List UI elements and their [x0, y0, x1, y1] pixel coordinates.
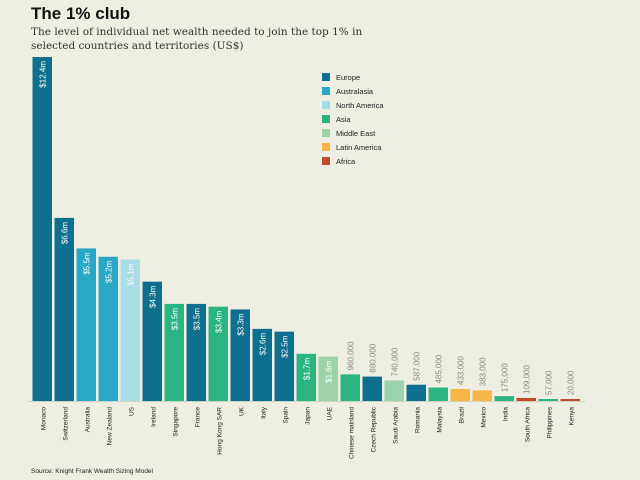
category-label: India: [502, 407, 509, 421]
legend-swatch: [322, 129, 330, 137]
data-label: $3.3m: [236, 313, 245, 336]
data-label: 109,000: [522, 365, 531, 394]
data-label: 960,000: [346, 341, 355, 370]
data-label: 485,000: [434, 354, 443, 383]
category-label: Philippines: [546, 406, 553, 438]
category-label: Switzerland: [62, 407, 69, 441]
category-label: Spain: [282, 407, 289, 424]
data-label: $2.6m: [258, 333, 267, 356]
category-label: Hong Kong SAR: [216, 407, 223, 455]
category-label: Czech Republic: [370, 406, 377, 452]
data-label: $4.3m: [148, 285, 157, 308]
bar-kenya: [560, 399, 580, 401]
category-label: UAE: [326, 406, 333, 420]
data-label: $3.5m: [170, 308, 179, 331]
legend-swatch: [322, 115, 330, 123]
data-label: 587,000: [412, 351, 421, 380]
category-label: Mexico: [480, 407, 487, 428]
bar-hong-kong-sar: [208, 306, 228, 401]
bar-singapore: [164, 303, 184, 401]
data-label: 880,000: [368, 343, 377, 372]
category-label: Italy: [260, 406, 267, 419]
category-label: UK: [238, 406, 245, 416]
data-label: $5.2m: [104, 260, 113, 283]
bar-new-zealand: [98, 256, 118, 401]
legend-swatch: [322, 101, 330, 109]
bar-chinese-mainland: [340, 374, 360, 401]
legend-item: North America: [336, 101, 384, 110]
data-label: 433,000: [456, 356, 465, 385]
category-label: Kenya: [568, 407, 575, 426]
legend-item: Europe: [336, 73, 360, 82]
category-label: Ireland: [150, 407, 157, 427]
category-label: Chinese mainland: [348, 407, 355, 459]
data-label: 20,000: [566, 370, 575, 395]
legend-item: Asia: [336, 115, 351, 124]
bar-philippines: [538, 399, 558, 401]
data-label: $5.5m: [82, 252, 91, 275]
bar-india: [494, 396, 514, 401]
data-label: $3.5m: [192, 308, 201, 331]
legend-swatch: [322, 73, 330, 81]
data-label: 383,000: [478, 357, 487, 386]
data-label: $1.6m: [324, 360, 333, 383]
category-label: Australia: [84, 407, 91, 433]
bar-romania: [406, 384, 426, 401]
category-label: Malaysia: [436, 407, 443, 433]
data-label: 175,000: [500, 363, 509, 392]
legend: Europe Australasia North America Asia Middle…: [322, 73, 384, 166]
source-note: Source: Knight Frank Wealth Sizing Model: [31, 468, 153, 475]
bar-japan: [296, 353, 316, 401]
category-label: Saudi Arabia: [392, 407, 399, 444]
category-label: South Africa: [524, 407, 531, 442]
bar-malaysia: [428, 387, 448, 401]
chart-title: The 1% club: [31, 4, 131, 23]
data-label: $6.6m: [60, 222, 69, 245]
category-label: France: [194, 407, 201, 428]
legend-item: Middle East: [336, 129, 376, 138]
category-label: Brazil: [458, 406, 465, 423]
data-label: 57,000: [544, 370, 553, 395]
category-label: Japan: [304, 407, 311, 425]
data-label: $5.1m: [126, 263, 135, 286]
bar-us: [120, 259, 140, 401]
bar-uk: [230, 309, 250, 401]
legend-item: Latin America: [336, 143, 382, 152]
bar-south-africa: [516, 397, 536, 401]
category-label: Singapore: [172, 407, 179, 437]
bar-brazil: [450, 388, 470, 401]
data-label: $3.4m: [214, 310, 223, 333]
bar-monaco: [32, 57, 52, 401]
category-label: New Zealand: [106, 407, 113, 446]
bar-saudi-arabia: [384, 380, 404, 401]
category-label: Romania: [414, 407, 421, 433]
bar-australia: [76, 248, 96, 401]
legend-swatch: [322, 157, 330, 165]
bar-italy: [252, 328, 272, 401]
bar-mexico: [472, 390, 492, 401]
bar-ireland: [142, 281, 162, 401]
data-label: $1.7m: [302, 358, 311, 381]
bar-spain: [274, 331, 294, 401]
category-label: US: [128, 406, 135, 416]
legend-swatch: [322, 87, 330, 95]
data-label: 740,000: [390, 347, 399, 376]
data-label: $12.4m: [38, 61, 47, 88]
bar-czech-republic: [362, 376, 382, 401]
bar-france: [186, 303, 206, 401]
chart-subtitle: The level of individual net wealth neede…: [31, 26, 363, 52]
legend-swatch: [322, 143, 330, 151]
legend-item: Africa: [336, 157, 356, 166]
data-label: $2.5m: [280, 335, 289, 358]
legend-item: Australasia: [336, 87, 374, 96]
bar-switzerland: [54, 217, 74, 401]
bar-uae: [318, 356, 338, 401]
category-label: Monaco: [40, 407, 47, 431]
